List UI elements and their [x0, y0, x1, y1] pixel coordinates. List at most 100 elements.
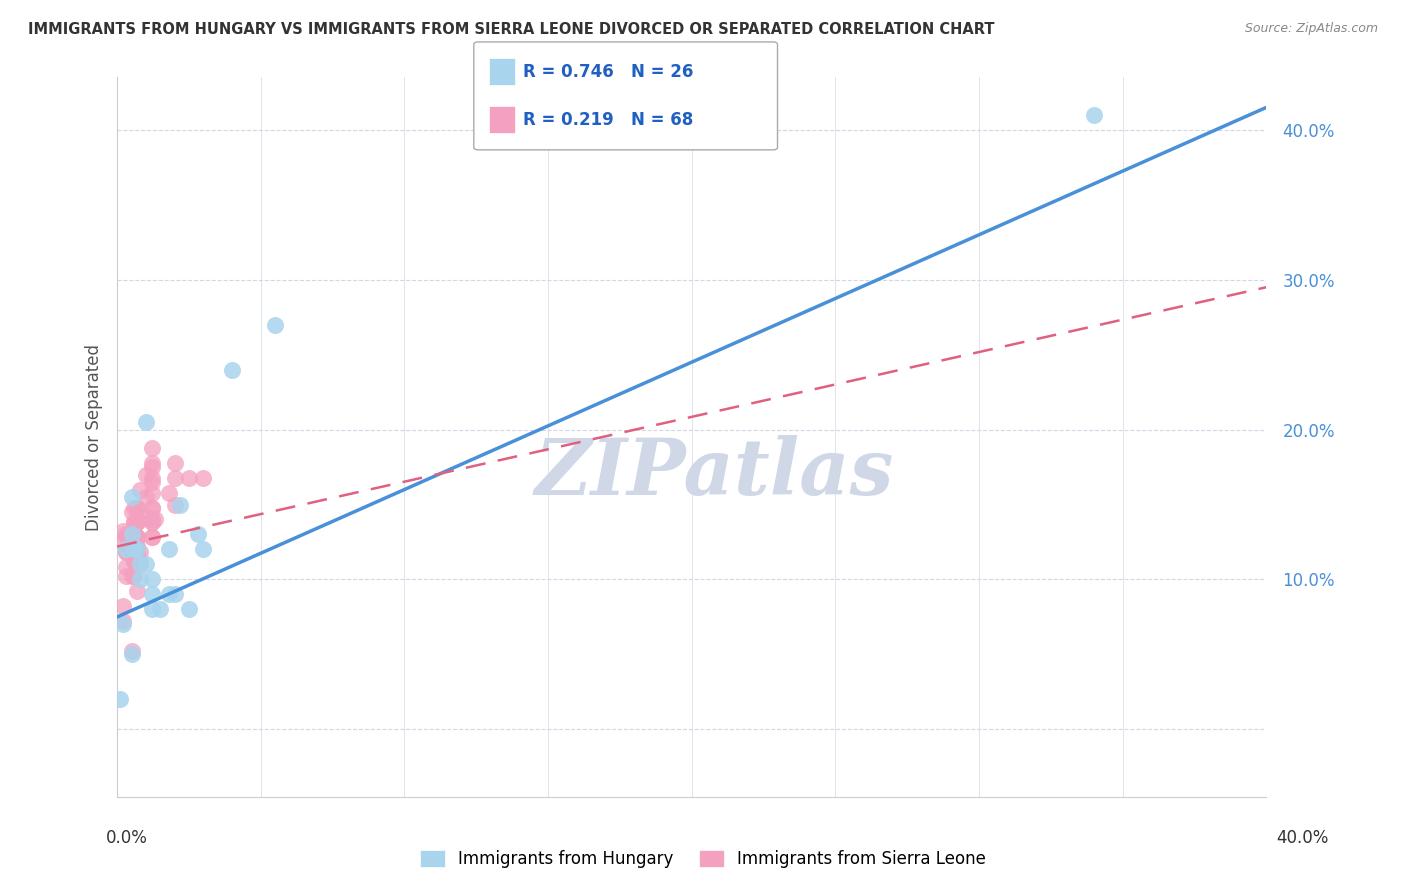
- Point: [141, 516, 163, 530]
- Point: [111, 535, 134, 549]
- Point: [124, 540, 146, 554]
- Point: [141, 602, 163, 616]
- Point: [141, 531, 163, 545]
- Point: [114, 527, 136, 541]
- Text: IMMIGRANTS FROM HUNGARY VS IMMIGRANTS FROM SIERRA LEONE DIVORCED OR SEPARATED CO: IMMIGRANTS FROM HUNGARY VS IMMIGRANTS FR…: [28, 22, 994, 37]
- Point: [135, 467, 157, 482]
- Point: [124, 545, 146, 559]
- Point: [135, 415, 157, 429]
- Point: [141, 456, 163, 470]
- Point: [141, 512, 163, 526]
- Point: [127, 516, 149, 530]
- Point: [111, 599, 134, 614]
- Point: [127, 500, 149, 515]
- Point: [127, 545, 149, 559]
- Legend: Immigrants from Hungary, Immigrants from Sierra Leone: Immigrants from Hungary, Immigrants from…: [413, 843, 993, 875]
- Y-axis label: Divorced or Separated: Divorced or Separated: [86, 343, 103, 531]
- Text: 40.0%: 40.0%: [1277, 829, 1329, 847]
- Point: [129, 558, 152, 572]
- Point: [111, 617, 134, 632]
- Point: [121, 505, 143, 519]
- Point: [121, 490, 143, 504]
- Point: [1083, 108, 1105, 122]
- Point: [124, 554, 146, 568]
- Point: [129, 573, 152, 587]
- Point: [187, 527, 209, 541]
- Point: [193, 470, 215, 484]
- Point: [127, 542, 149, 557]
- Point: [124, 516, 146, 530]
- Point: [141, 587, 163, 601]
- Point: [127, 545, 149, 559]
- Point: [124, 516, 146, 530]
- Point: [124, 554, 146, 568]
- Point: [114, 545, 136, 559]
- Point: [221, 362, 243, 376]
- Point: [127, 531, 149, 545]
- Point: [157, 485, 180, 500]
- Point: [157, 542, 180, 557]
- Point: [121, 527, 143, 541]
- Point: [141, 516, 163, 530]
- Point: [124, 500, 146, 515]
- Point: [114, 531, 136, 545]
- Point: [127, 554, 149, 568]
- Point: [264, 318, 287, 332]
- Point: [129, 483, 152, 497]
- Point: [129, 554, 152, 568]
- Point: [108, 692, 131, 706]
- Point: [121, 648, 143, 662]
- Point: [127, 584, 149, 599]
- Point: [127, 516, 149, 530]
- Text: R = 0.219   N = 68: R = 0.219 N = 68: [523, 111, 693, 128]
- Point: [169, 498, 191, 512]
- Point: [111, 524, 134, 539]
- Point: [127, 545, 149, 559]
- Point: [127, 512, 149, 526]
- Point: [163, 498, 186, 512]
- Point: [114, 569, 136, 583]
- Point: [141, 531, 163, 545]
- Point: [114, 542, 136, 557]
- Point: [177, 602, 200, 616]
- Point: [141, 441, 163, 455]
- Point: [127, 531, 149, 545]
- Point: [124, 531, 146, 545]
- Point: [135, 558, 157, 572]
- Point: [127, 540, 149, 554]
- Point: [193, 542, 215, 557]
- Point: [127, 545, 149, 559]
- Point: [141, 470, 163, 484]
- Point: [141, 460, 163, 475]
- Point: [163, 470, 186, 484]
- Point: [177, 470, 200, 484]
- Point: [111, 615, 134, 629]
- Point: [157, 587, 180, 601]
- Point: [149, 602, 172, 616]
- Point: [141, 485, 163, 500]
- Point: [141, 500, 163, 515]
- Point: [163, 456, 186, 470]
- Point: [114, 545, 136, 559]
- Point: [143, 512, 166, 526]
- Point: [141, 500, 163, 515]
- Point: [127, 545, 149, 559]
- Point: [127, 545, 149, 559]
- Point: [135, 490, 157, 504]
- Text: Source: ZipAtlas.com: Source: ZipAtlas.com: [1244, 22, 1378, 36]
- Point: [124, 569, 146, 583]
- Text: R = 0.746   N = 26: R = 0.746 N = 26: [523, 62, 693, 80]
- Point: [141, 475, 163, 489]
- Point: [124, 531, 146, 545]
- Point: [163, 587, 186, 601]
- Point: [141, 573, 163, 587]
- Point: [135, 509, 157, 524]
- Point: [114, 560, 136, 574]
- Point: [124, 542, 146, 557]
- Point: [127, 516, 149, 530]
- Text: ZIPatlas: ZIPatlas: [536, 434, 894, 511]
- Point: [124, 554, 146, 568]
- Point: [127, 531, 149, 545]
- Point: [127, 500, 149, 515]
- Point: [121, 569, 143, 583]
